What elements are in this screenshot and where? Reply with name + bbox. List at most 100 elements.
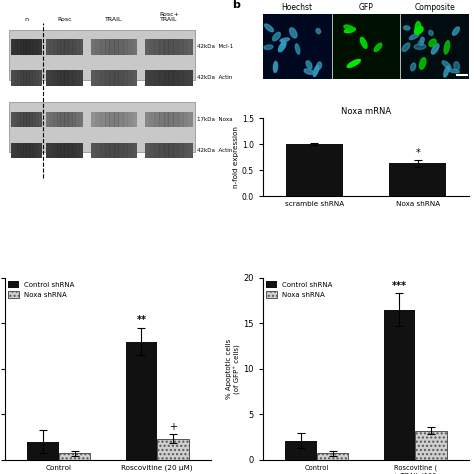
Bar xyxy=(23,39,27,55)
Bar xyxy=(68,112,73,128)
Bar xyxy=(95,70,101,86)
Bar xyxy=(182,143,189,158)
Bar xyxy=(109,143,115,158)
Bar xyxy=(317,454,348,460)
Bar xyxy=(164,70,170,86)
Bar xyxy=(168,112,174,128)
Bar xyxy=(64,70,69,86)
Bar xyxy=(173,143,179,158)
Bar xyxy=(100,39,106,55)
Bar xyxy=(53,112,58,128)
Bar xyxy=(389,164,446,196)
Bar xyxy=(29,112,33,128)
Bar xyxy=(127,70,133,86)
Bar xyxy=(14,39,18,55)
Bar xyxy=(26,112,30,128)
Text: **: ** xyxy=(137,315,146,325)
Bar xyxy=(14,143,18,158)
Bar xyxy=(178,143,184,158)
Ellipse shape xyxy=(280,38,290,42)
Bar xyxy=(126,342,157,460)
Bar xyxy=(29,39,33,55)
Bar xyxy=(17,39,20,55)
Text: TRAIL: TRAIL xyxy=(105,18,123,22)
Bar xyxy=(149,143,155,158)
Bar xyxy=(164,39,170,55)
Bar xyxy=(75,39,80,55)
Text: 17kDa  Noxa: 17kDa Noxa xyxy=(197,117,232,122)
Bar xyxy=(75,112,80,128)
Title: Noxa mRNA: Noxa mRNA xyxy=(341,107,391,116)
Ellipse shape xyxy=(428,30,433,36)
Bar xyxy=(60,143,65,158)
Bar xyxy=(123,143,128,158)
Bar xyxy=(32,112,36,128)
Bar xyxy=(127,143,133,158)
Ellipse shape xyxy=(347,59,360,67)
Bar xyxy=(32,70,36,86)
Ellipse shape xyxy=(374,43,382,52)
Bar xyxy=(91,112,137,128)
Text: b: b xyxy=(232,0,240,10)
Bar xyxy=(145,39,192,55)
Bar xyxy=(123,112,128,128)
Bar xyxy=(384,310,415,460)
Bar xyxy=(178,70,184,86)
Bar xyxy=(104,143,110,158)
Bar xyxy=(401,14,469,79)
Bar xyxy=(154,70,160,86)
Bar xyxy=(182,70,189,86)
Ellipse shape xyxy=(420,37,424,43)
Ellipse shape xyxy=(264,24,273,32)
Bar xyxy=(109,39,115,55)
Ellipse shape xyxy=(402,43,410,52)
Bar xyxy=(159,70,165,86)
Bar xyxy=(60,39,65,55)
Bar xyxy=(68,70,73,86)
Bar xyxy=(159,112,165,128)
Bar xyxy=(154,39,160,55)
Y-axis label: n-fold expression: n-fold expression xyxy=(233,126,239,188)
Bar xyxy=(127,39,133,55)
Bar xyxy=(49,70,54,86)
Bar xyxy=(118,39,124,55)
Bar xyxy=(57,70,61,86)
Bar xyxy=(17,112,20,128)
Bar xyxy=(20,112,24,128)
Bar xyxy=(49,143,54,158)
Bar xyxy=(114,143,119,158)
Ellipse shape xyxy=(273,32,280,41)
Bar xyxy=(20,39,24,55)
Ellipse shape xyxy=(345,28,356,33)
Bar xyxy=(149,112,155,128)
Bar xyxy=(57,112,61,128)
Bar xyxy=(109,112,115,128)
Ellipse shape xyxy=(414,27,423,34)
Ellipse shape xyxy=(279,41,286,52)
Ellipse shape xyxy=(313,65,319,76)
Bar xyxy=(118,143,124,158)
Legend: Control shRNA, Noxa shRNA: Control shRNA, Noxa shRNA xyxy=(266,282,333,298)
Bar xyxy=(100,112,106,128)
Bar xyxy=(91,143,137,158)
Ellipse shape xyxy=(403,26,410,30)
Bar xyxy=(114,70,119,86)
Bar xyxy=(60,112,65,128)
Bar xyxy=(26,39,30,55)
Bar xyxy=(36,39,39,55)
Bar xyxy=(104,39,110,55)
Bar xyxy=(104,70,110,86)
Ellipse shape xyxy=(454,62,459,70)
Bar xyxy=(32,39,36,55)
Bar xyxy=(95,143,101,158)
Text: 42kDa  Actin: 42kDa Actin xyxy=(197,75,232,81)
Text: GFP: GFP xyxy=(359,3,374,12)
Text: Composite: Composite xyxy=(414,3,455,12)
Bar xyxy=(64,143,69,158)
Bar xyxy=(36,112,39,128)
Ellipse shape xyxy=(442,61,451,69)
Bar xyxy=(59,454,90,460)
Bar xyxy=(118,112,124,128)
Bar xyxy=(72,39,76,55)
Bar xyxy=(9,30,195,80)
